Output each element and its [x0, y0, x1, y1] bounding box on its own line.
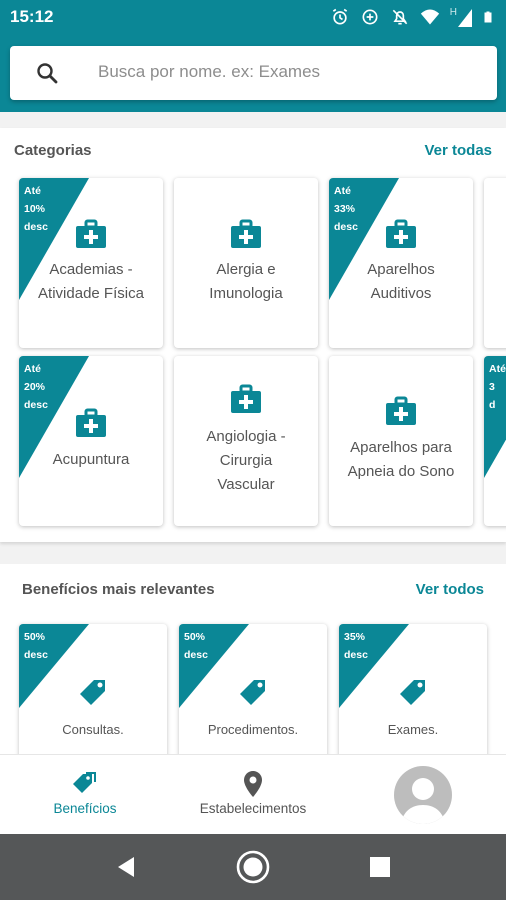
discount-badge: Até 33% desc	[334, 185, 358, 233]
search-icon[interactable]	[35, 61, 59, 85]
medical-kit-icon	[231, 219, 261, 248]
category-label: Angiologia - Cirurgia Vascular	[206, 428, 286, 493]
tag-icon	[400, 680, 425, 705]
recents-icon[interactable]	[369, 856, 391, 878]
tag-icon	[240, 680, 265, 705]
medical-kit-icon	[76, 219, 106, 248]
discount-ribbon	[484, 356, 506, 478]
category-card-aparelhos-auditivos[interactable]: Até 33% desc Aparelhos Auditivos	[329, 178, 473, 348]
benefits-title: Benefícios mais relevantes	[22, 581, 215, 598]
categories-see-all-link[interactable]: Ver todas	[424, 142, 492, 159]
nav-label: Benefícios	[53, 801, 117, 816]
discount-badge: 50% desc	[184, 631, 208, 661]
category-card-academias[interactable]: Até 10% desc Academias - Atividade Físic…	[19, 178, 163, 348]
discount-badge: Até 10% desc	[24, 185, 48, 233]
category-label: Aparelhos Auditivos	[367, 261, 435, 302]
status-time: 15:12	[10, 7, 54, 26]
alarm-icon	[332, 8, 347, 25]
medical-kit-icon	[386, 396, 416, 425]
app-header: Busca por nome. ex: Exames	[0, 36, 506, 112]
category-card-alergia[interactable]: Alergia e Imunologia	[174, 178, 318, 348]
search-bar[interactable]: Busca por nome. ex: Exames	[10, 46, 497, 100]
benefits-section: Benefícios mais relevantes Ver todos 50%…	[0, 564, 506, 754]
discount-badge: 35% desc	[344, 631, 368, 661]
medical-kit-icon	[231, 384, 261, 413]
benefit-card-exames[interactable]: 35% desc Exames.	[339, 624, 487, 754]
notifications-off-icon	[392, 9, 408, 25]
category-card-partial[interactable]	[484, 178, 506, 348]
bottom-navigation: Benefícios Estabelecimentos	[0, 754, 506, 834]
category-card-apneia[interactable]: Aparelhos para Apneia do Sono	[329, 356, 473, 526]
discount-badge: Até 20% desc	[24, 363, 48, 411]
benefit-label: Procedimentos.	[207, 722, 299, 737]
category-label: Acupuntura	[52, 451, 130, 468]
home-icon[interactable]	[236, 850, 270, 884]
battery-icon	[484, 11, 492, 23]
main-content[interactable]: Categorias Ver todas Até 10% desc Academ…	[0, 112, 506, 754]
category-label: Alergia e Imunologia	[209, 261, 283, 302]
benefit-label: Consultas.	[62, 722, 124, 737]
system-nav-bar	[0, 834, 506, 900]
benefit-label: Exames.	[387, 722, 439, 737]
benefit-card-consultas[interactable]: 50% desc Consultas.	[19, 624, 167, 754]
benefits-see-all-link[interactable]: Ver todos	[415, 581, 484, 598]
location-pin-icon	[244, 771, 262, 797]
categories-title: Categorias	[14, 142, 92, 159]
h-signal-icon: H	[450, 7, 472, 27]
category-card-acupuntura[interactable]: Até 20% desc Acupuntura	[19, 356, 163, 526]
status-bar: 15:12 H	[0, 0, 506, 36]
tag-icon	[80, 680, 105, 705]
medical-kit-icon	[76, 408, 106, 437]
category-card-partial[interactable]: Até 3 d	[484, 356, 506, 526]
discount-badge: 50% desc	[24, 631, 48, 661]
tags-icon	[73, 772, 96, 793]
categories-section: Categorias Ver todas Até 10% desc Academ…	[0, 128, 506, 542]
medical-kit-icon	[386, 219, 416, 248]
signal-type-label: H	[449, 7, 457, 18]
category-label: Aparelhos para Apneia do Sono	[347, 439, 455, 480]
category-label: Academias - Atividade Física	[38, 261, 144, 302]
search-input[interactable]: Busca por nome. ex: Exames	[98, 62, 321, 81]
nav-item-estabelecimentos[interactable]: Estabelecimentos	[183, 755, 323, 835]
data-saver-icon	[362, 9, 378, 25]
avatar-icon[interactable]	[394, 766, 452, 824]
back-icon[interactable]	[114, 855, 138, 879]
wifi-icon	[420, 9, 439, 25]
nav-item-beneficios[interactable]: Benefícios	[30, 755, 140, 835]
status-icons: H	[330, 7, 494, 27]
category-card-angiologia[interactable]: Angiologia - Cirurgia Vascular	[174, 356, 318, 526]
nav-label: Estabelecimentos	[199, 801, 307, 816]
benefit-card-procedimentos[interactable]: 50% desc Procedimentos.	[179, 624, 327, 754]
discount-badge: Até 3 d	[489, 363, 506, 411]
